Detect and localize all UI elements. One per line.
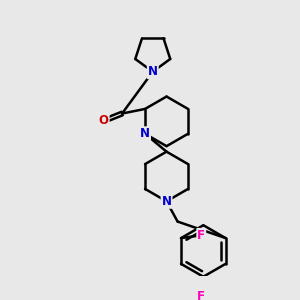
Text: N: N bbox=[161, 195, 172, 208]
Text: N: N bbox=[140, 127, 150, 140]
Text: F: F bbox=[197, 229, 205, 242]
Text: N: N bbox=[148, 65, 158, 78]
Text: O: O bbox=[99, 114, 109, 128]
Text: F: F bbox=[196, 290, 205, 300]
